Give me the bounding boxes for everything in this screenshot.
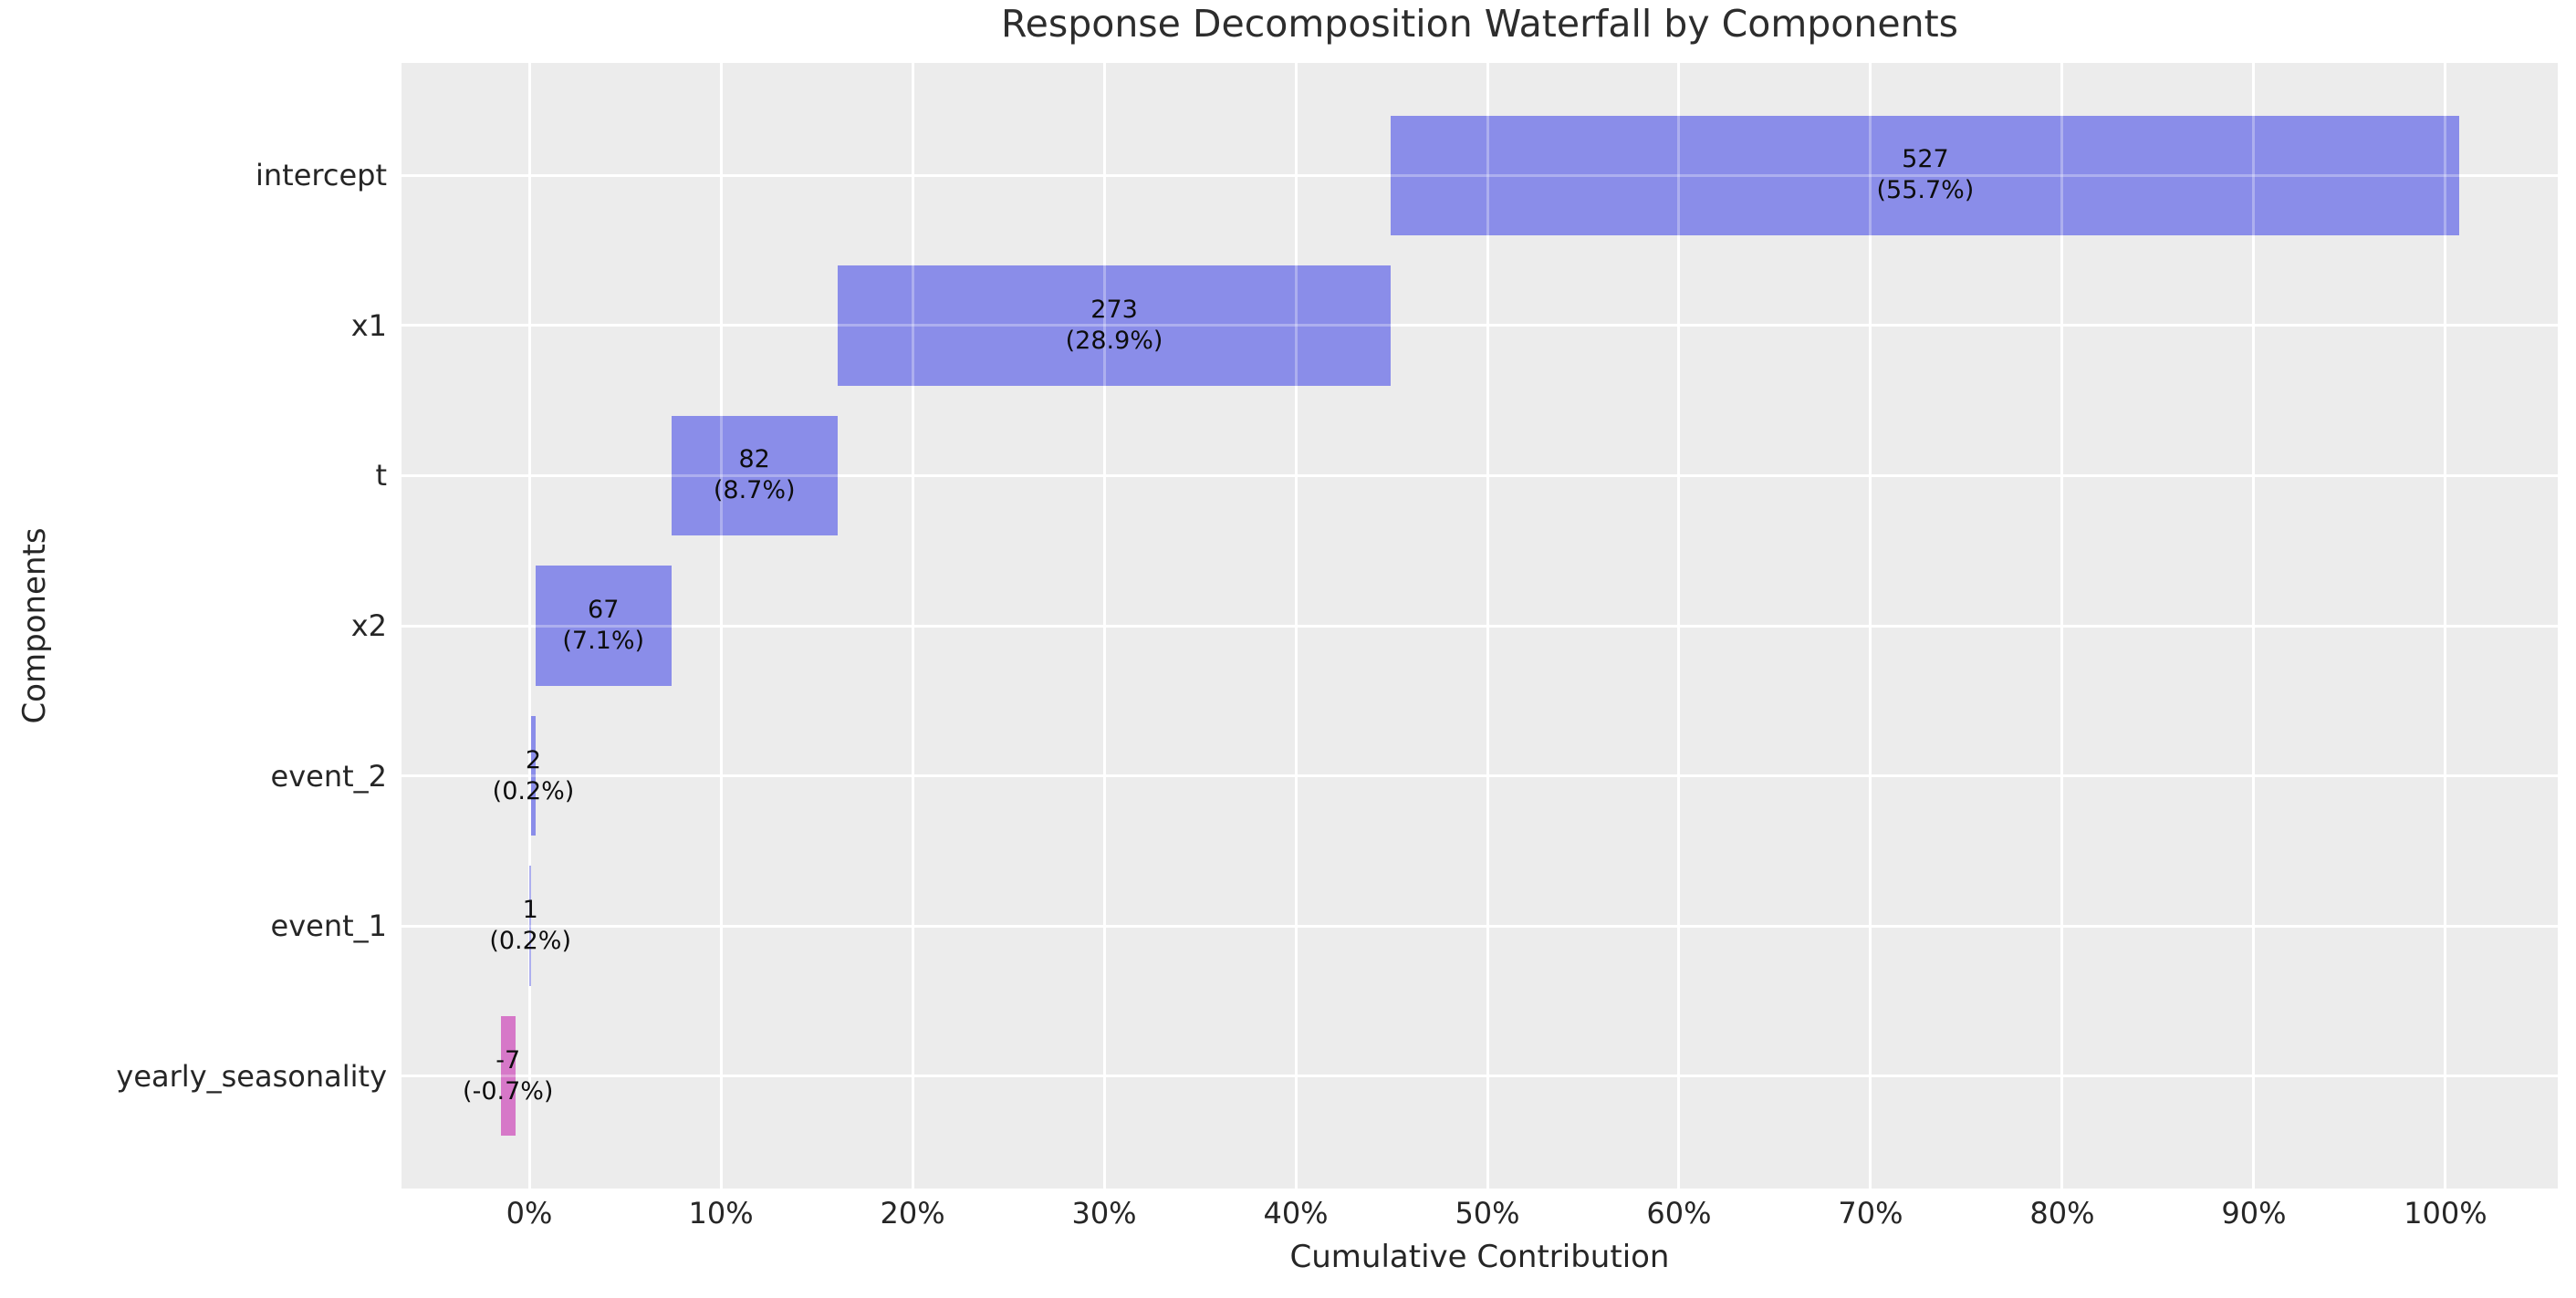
y-tick-label-event_2: event_2: [270, 758, 388, 794]
x-tick-label-100%: 100%: [2404, 1196, 2487, 1231]
bar-label-value: -7: [495, 1045, 521, 1075]
x-gridline-overlay: [1486, 63, 1489, 1189]
bar-label-event_2: 2 (0.2%): [493, 745, 575, 807]
y-gridline: [402, 1075, 2558, 1078]
bar-label-event_1: 1 (0.2%): [489, 895, 571, 957]
bar-label-t: 82 (8.7%): [714, 444, 796, 506]
x-gridline-overlay: [2444, 63, 2447, 1189]
x-gridline-overlay: [1102, 63, 1106, 1189]
bar-label-percent: (28.9%): [1065, 326, 1163, 355]
y-gridline-overlay: [402, 324, 2558, 327]
y-gridline: [402, 774, 2558, 778]
bar-label-x1: 273 (28.9%): [1066, 295, 1163, 357]
bar-label-value: 82: [738, 445, 770, 474]
x-tick-label-20%: 20%: [880, 1196, 945, 1231]
x-axis-label: Cumulative Contribution: [1289, 1239, 1670, 1275]
bar-label-percent: (55.7%): [1876, 176, 1975, 205]
y-gridline: [402, 924, 2558, 928]
y-gridline-overlay: [402, 924, 2558, 928]
bar-label-x2: 67 (7.1%): [562, 595, 644, 657]
y-gridline: [402, 324, 2558, 327]
bar-label-percent: (0.2%): [492, 776, 575, 805]
waterfall-bar-intercept: [1391, 115, 2460, 236]
x-tick-label-40%: 40%: [1263, 1196, 1329, 1231]
waterfall-bar-event_2: [531, 715, 536, 836]
x-gridline-overlay: [1294, 63, 1298, 1189]
bar-label-value: 67: [588, 596, 620, 624]
y-tick-label-event_1: event_1: [270, 909, 388, 944]
y-tick-label-t: t: [375, 458, 387, 493]
bar-label-value: 2: [525, 745, 542, 774]
x-gridline-overlay: [2252, 63, 2256, 1189]
y-tick-label-x2: x2: [350, 608, 387, 643]
bar-label-intercept: 527 (55.7%): [1877, 144, 1975, 206]
bar-label-percent: (8.7%): [713, 476, 796, 505]
x-tick-label-80%: 80%: [2029, 1196, 2095, 1231]
waterfall-bar-yearly_seasonality: [500, 1015, 516, 1137]
waterfall-bar-event_1: [529, 866, 532, 986]
waterfall-bar-x1: [837, 265, 1392, 386]
plot-area: 527 (55.7%) 273 (28.9%) 82 (8.7%) 67 (7.1%) 2 (0.…: [402, 63, 2558, 1189]
bar-label-percent: (0.2%): [489, 927, 572, 956]
bar-label-value: 273: [1090, 295, 1138, 324]
x-tick-label-50%: 50%: [1455, 1196, 1520, 1231]
y-gridline: [402, 624, 2558, 628]
y-gridline-overlay: [402, 774, 2558, 778]
x-tick-label-70%: 70%: [1838, 1196, 1903, 1231]
bar-label-value: 527: [1902, 145, 1949, 174]
y-gridline-overlay: [402, 173, 2558, 177]
x-tick-label-60%: 60%: [1646, 1196, 1712, 1231]
x-gridline-overlay: [1869, 63, 1872, 1189]
y-gridline: [402, 473, 2558, 477]
x-tick-label-30%: 30%: [1071, 1196, 1137, 1231]
y-axis-label: Components: [16, 527, 53, 724]
x-tick-label-10%: 10%: [688, 1196, 754, 1231]
x-tick-label-0%: 0%: [506, 1196, 553, 1231]
x-tick-label-90%: 90%: [2221, 1196, 2287, 1231]
x-gridline-overlay: [2060, 63, 2064, 1189]
x-gridline-overlay: [911, 63, 914, 1189]
y-gridline-overlay: [402, 624, 2558, 628]
y-gridline-overlay: [402, 1075, 2558, 1078]
waterfall-bar-x2: [535, 566, 672, 686]
y-tick-label-yearly_seasonality: yearly_seasonality: [116, 1058, 387, 1094]
bar-label-percent: (7.1%): [562, 627, 645, 655]
x-gridline-overlay: [719, 63, 723, 1189]
x-gridline-overlay: [1677, 63, 1681, 1189]
bar-label-yearly_seasonality: -7 (-0.7%): [463, 1045, 553, 1107]
y-gridline-overlay: [402, 473, 2558, 477]
x-gridline-overlay: [527, 63, 531, 1189]
y-tick-label-x1: x1: [350, 307, 387, 343]
bar-label-value: 1: [522, 896, 538, 925]
waterfall-bar-t: [671, 415, 838, 536]
bar-label-percent: (-0.7%): [463, 1076, 554, 1106]
chart-title: Response Decomposition Waterfall by Comp…: [1000, 2, 1959, 46]
y-tick-label-intercept: intercept: [256, 158, 387, 193]
